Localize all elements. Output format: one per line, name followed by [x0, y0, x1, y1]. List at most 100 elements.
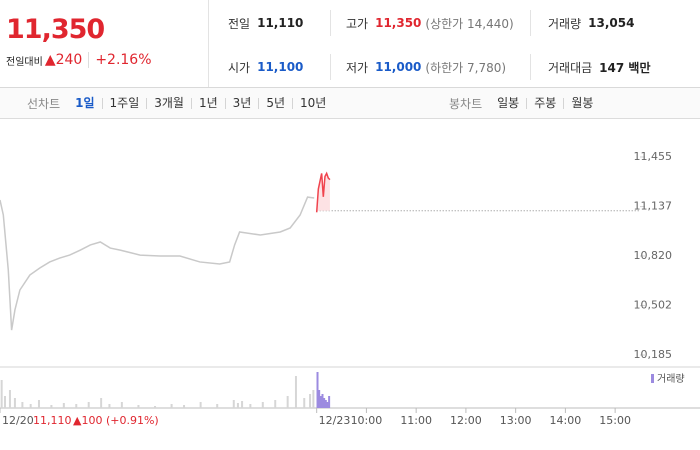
- tab[interactable]: 1주일: [101, 97, 147, 109]
- x-tick-label: 13:00: [500, 414, 532, 427]
- volume-bar: [323, 398, 326, 408]
- volume-bar: [87, 402, 90, 408]
- volume-bar: [312, 390, 315, 408]
- stat-value: 11,100: [257, 60, 304, 74]
- volume-bar: [319, 396, 322, 408]
- y-tick-label: 10,185: [634, 348, 673, 361]
- stat-note: (상한가 14,440): [425, 16, 514, 31]
- tab[interactable]: 월봉: [563, 97, 600, 109]
- info-close: 11,110: [33, 414, 72, 427]
- volume-bar: [286, 396, 289, 408]
- tab[interactable]: 5년: [258, 97, 292, 109]
- volume-bar: [120, 402, 123, 408]
- volume-bar: [108, 404, 111, 408]
- volume-bar: [309, 394, 312, 408]
- x-tick-label: 11:00: [400, 414, 432, 427]
- tab[interactable]: 10년: [292, 97, 333, 109]
- tab[interactable]: 1일: [75, 95, 95, 110]
- volume-bar: [328, 396, 331, 408]
- tab[interactable]: 3년: [224, 97, 259, 109]
- y-tick-label: 10,820: [634, 249, 673, 262]
- volume-bar: [241, 401, 244, 408]
- x-tick-label: 14:00: [550, 414, 582, 427]
- stat: 거래량 13,054: [548, 1, 634, 45]
- tab-group-label: 선차트: [27, 96, 61, 111]
- price-box: 11,350 전일대비 ▲240 +2.16%: [6, 14, 206, 68]
- stat-note: (하한가 7,780): [425, 60, 507, 75]
- change-label: 전일대비: [6, 56, 43, 68]
- stat-value: 13,054: [588, 16, 635, 30]
- volume-bar: [261, 402, 264, 408]
- y-tick-label: 10,502: [634, 299, 673, 312]
- stat: 고가 11,350 (상한가 14,440): [346, 1, 514, 45]
- current-price: 11,350: [6, 14, 105, 45]
- stat-value: 147 백만: [599, 60, 651, 75]
- volume-bar: [50, 405, 53, 408]
- y-tick-label: 11,137: [634, 200, 673, 213]
- change-percent: +2.16%: [95, 52, 152, 68]
- tab[interactable]: 3개월: [146, 97, 191, 109]
- volume-bar: [232, 400, 235, 408]
- stat-label: 거래량: [548, 16, 582, 31]
- volume-bar: [183, 405, 186, 408]
- volume-bar: [13, 398, 16, 408]
- volume-bar: [274, 400, 277, 408]
- x-tick-label: 12/23: [319, 414, 351, 427]
- divider: [330, 10, 331, 36]
- change-row: 전일대비 ▲240 +2.16%: [6, 52, 206, 68]
- tab[interactable]: 주봉: [526, 97, 563, 109]
- stat: 거래대금 147 백만: [548, 45, 650, 89]
- volume-bar: [236, 403, 239, 408]
- volume-bar: [0, 380, 3, 408]
- stat-label: 전일: [228, 16, 251, 31]
- volume-bar: [318, 390, 321, 408]
- volume-bar: [326, 402, 329, 408]
- price-line: [315, 171, 331, 213]
- volume-bar: [100, 398, 103, 408]
- divider: [530, 54, 531, 80]
- volume-bar: [8, 390, 11, 408]
- volume-bar: [21, 402, 24, 408]
- stat-label: 시가: [228, 60, 251, 75]
- y-tick-label: 11,455: [634, 150, 673, 163]
- volume-bar: [154, 406, 157, 408]
- stat-label: 거래대금: [548, 60, 593, 75]
- stat-label: 저가: [346, 60, 369, 75]
- volume-bar: [75, 404, 78, 408]
- period-tabs: 선차트 1일 1주일 3개월 1년 3년 5년 10년 봉차트 일봉 주봉 월봉: [0, 88, 700, 119]
- volume-bar: [62, 403, 65, 408]
- volume-bar: [137, 405, 140, 408]
- line-tabs: 선차트 1일 1주일 3개월 1년 3년 5년 10년: [27, 88, 333, 118]
- chart: 11,455 11,137 10,820 10,502 10,185 12/20 12/23…: [0, 150, 700, 427]
- tab-group-label: 봉차트: [449, 96, 483, 111]
- tab[interactable]: 1년: [190, 97, 225, 109]
- legend-label: 거래량: [657, 373, 685, 385]
- divider: [330, 54, 331, 80]
- divider: [208, 0, 209, 87]
- volume-bar: [321, 394, 324, 408]
- stat-value: 11,110: [257, 16, 304, 30]
- volume-bar: [294, 376, 297, 408]
- tab[interactable]: 일봉: [497, 95, 520, 110]
- volume-bar: [324, 400, 327, 408]
- volume-bar: [29, 404, 32, 408]
- x-tick-label: 12:00: [450, 414, 482, 427]
- stat-value: 11,350: [375, 16, 422, 30]
- divider: [530, 10, 531, 36]
- stat-value: 11,000: [375, 60, 422, 74]
- candle-tabs: 봉차트 일봉 주봉 월봉: [449, 88, 600, 118]
- x-tick-label: 10:00: [351, 414, 383, 427]
- legend-swatch: [651, 374, 654, 383]
- volume-bar: [199, 402, 202, 408]
- volume-bar: [216, 404, 219, 408]
- x-tick-label: 12/20: [2, 414, 34, 427]
- stat-label: 고가: [346, 16, 369, 31]
- volume-bar: [170, 404, 173, 408]
- volume-bar: [3, 396, 6, 408]
- quote-header: 11,350 전일대비 ▲240 +2.16% 전일 11,110 고가 11,350…: [0, 0, 700, 88]
- volume-bar: [303, 398, 306, 408]
- change-amount: ▲240: [45, 52, 90, 68]
- stat: 저가 11,000 (하한가 7,780): [346, 45, 506, 89]
- x-tick-label: 15:00: [599, 414, 631, 427]
